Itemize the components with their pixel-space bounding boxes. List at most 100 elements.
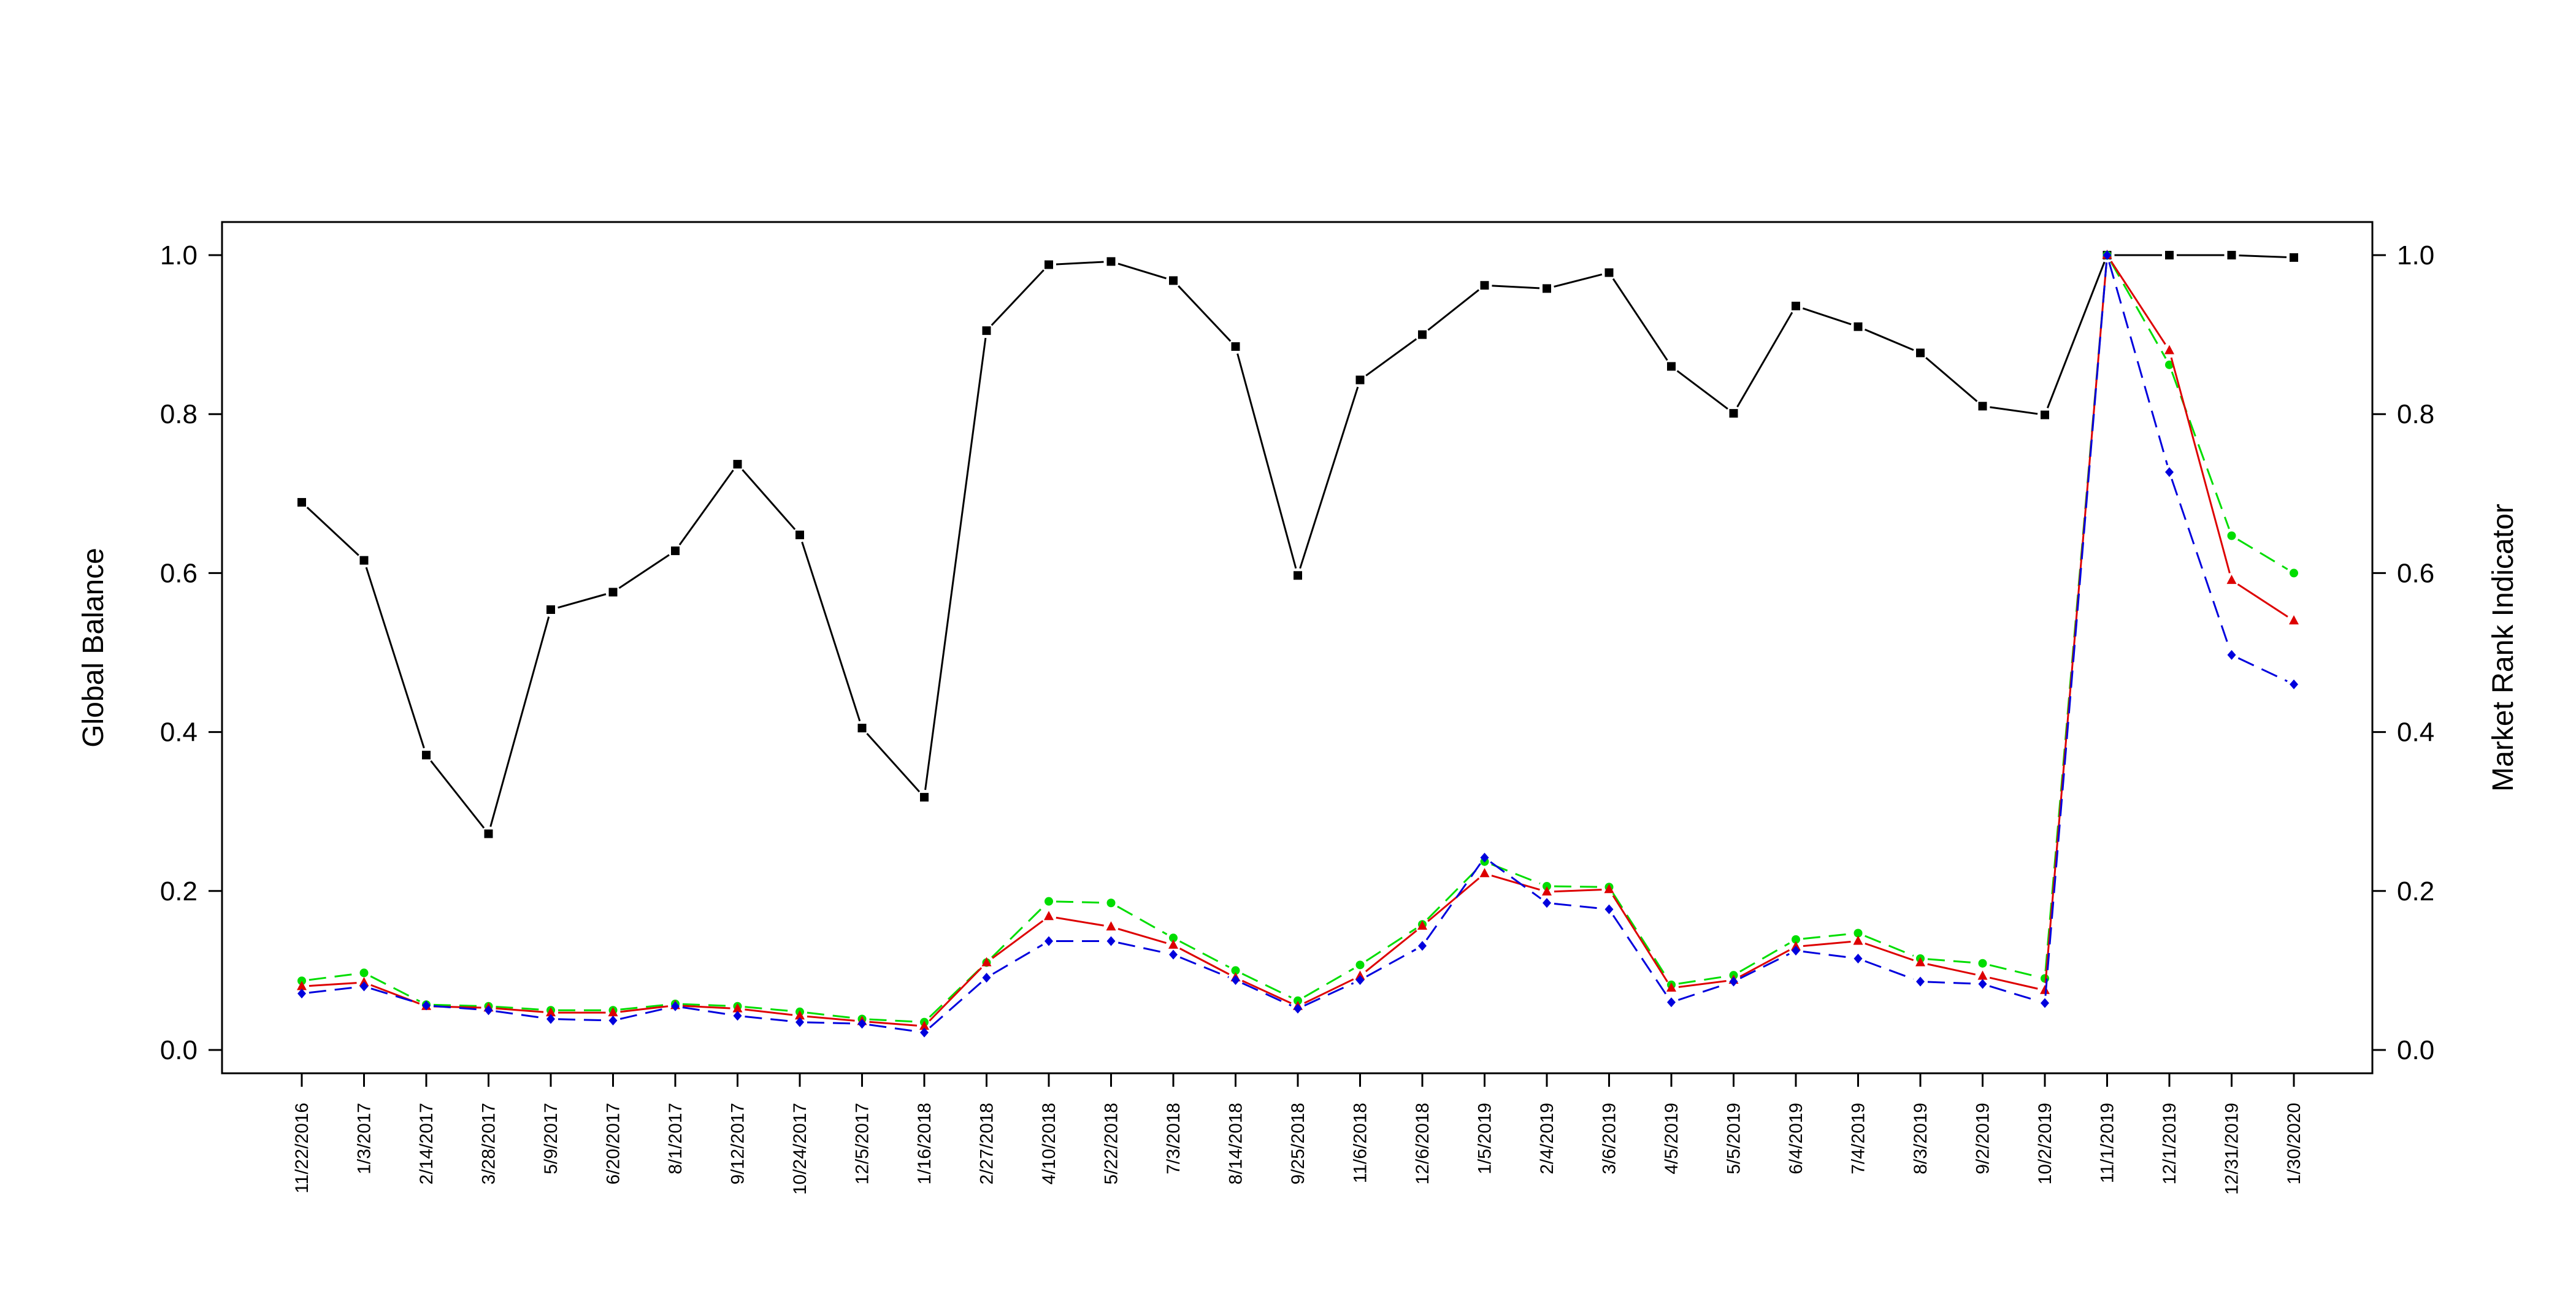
x-tick-label: 12/31/2019 <box>2222 1103 2242 1195</box>
series-0-point <box>2165 251 2174 259</box>
x-tick-label: 12/5/2017 <box>853 1103 873 1184</box>
series-3-point <box>1106 936 1116 946</box>
left-y-tick-label: 0.6 <box>160 558 197 588</box>
series-2-point <box>732 1003 743 1013</box>
series-3-segment <box>619 1006 669 1020</box>
series-0-segment <box>1676 370 1728 410</box>
series-0-point <box>795 531 804 540</box>
series-2-segment <box>1241 979 1292 1005</box>
series-2-point <box>1168 939 1178 949</box>
series-3-segment <box>1304 982 1354 1006</box>
series-1-segment <box>1678 975 1727 985</box>
series-3-point <box>1916 976 1925 987</box>
series-1-segment <box>1303 968 1354 998</box>
left-y-axis: 0.0 0.2 0.4 0.6 0.8 1.0 <box>160 240 222 1065</box>
series-0-segment <box>1990 406 2038 415</box>
series-2-segment <box>992 920 1044 959</box>
series-1-segment <box>370 975 420 1003</box>
series-1-point <box>1169 933 1178 943</box>
series-2-segment <box>1927 963 1976 976</box>
series-0-point <box>1667 362 1676 371</box>
series-0-segment <box>991 269 1045 326</box>
x-tick-label: 3/28/2017 <box>479 1103 499 1184</box>
series-0-segment <box>2046 261 2106 408</box>
series-3-segment <box>433 1005 481 1011</box>
right-y-tick-label: 1.0 <box>2397 240 2434 270</box>
series-2-point <box>1666 982 1676 992</box>
series-3-segment <box>309 986 357 994</box>
series-3-point <box>422 1000 431 1011</box>
series-3-point <box>1045 936 1053 946</box>
series-0-segment <box>678 469 734 546</box>
series-0-segment <box>1178 285 1232 342</box>
series-3-segment <box>558 1018 606 1022</box>
right-axis-title: Market Rank Indicator <box>2487 504 2520 792</box>
series-2-point <box>1542 886 1552 896</box>
series-3-point <box>857 1019 867 1029</box>
x-tick-label: 2/14/2017 <box>416 1103 437 1184</box>
x-tick-label: 8/14/2018 <box>1226 1103 1246 1184</box>
series-2-point <box>1604 884 1614 894</box>
right-y-tick-label: 0.8 <box>2397 399 2434 429</box>
series-0-point <box>2227 251 2236 259</box>
series-0-point <box>1294 571 1302 580</box>
x-axis: 11/22/2016 1/3/2017 2/14/2017 3/28/2017 5/9/… <box>292 1073 2304 1195</box>
left-y-tick-label: 0.0 <box>160 1035 197 1065</box>
x-tick-label: 5/9/2017 <box>541 1103 561 1174</box>
series-3-point <box>546 1014 555 1024</box>
x-tick-label: 10/2/2019 <box>2035 1103 2055 1184</box>
series-2-segment <box>1179 948 1230 975</box>
series-3-segment <box>807 1021 855 1025</box>
series-0-segment <box>1056 261 1104 266</box>
series-2-segment <box>1304 978 1354 1004</box>
series-3-point <box>1792 946 1800 956</box>
x-tick-label: 1/30/2020 <box>2284 1103 2304 1184</box>
series-2-segment <box>682 1005 730 1009</box>
series-0-point <box>422 751 431 760</box>
series-1-segment <box>1179 940 1230 968</box>
series-0-segment <box>924 337 987 791</box>
x-tick-label: 5/5/2019 <box>1724 1103 1744 1174</box>
series-0-point <box>2290 253 2298 262</box>
series-1-point <box>2290 569 2298 578</box>
series-3-point <box>2290 679 2298 689</box>
series-0-point <box>920 792 929 802</box>
series-1-segment <box>869 1018 918 1023</box>
series-3-point <box>1667 997 1676 1008</box>
x-tick-label: 11/1/2019 <box>2098 1103 2118 1183</box>
series-0-point <box>1480 281 1489 290</box>
series-1-point <box>297 976 306 986</box>
series-3-point <box>795 1017 804 1027</box>
series-1-point <box>1355 960 1365 970</box>
series-3-segment <box>1612 914 1668 997</box>
series-2-point <box>1106 921 1116 931</box>
series-0-segment <box>365 567 425 749</box>
series-1-segment <box>309 973 357 981</box>
series-3-segment <box>869 1024 918 1033</box>
series-0-segment <box>1299 386 1359 569</box>
series-0-segment <box>1925 357 1978 402</box>
series-3-point <box>1978 979 1987 989</box>
series-3-point <box>484 1005 493 1016</box>
x-tick-label: 6/4/2019 <box>1786 1103 1806 1174</box>
x-tick-label: 1/5/2019 <box>1475 1103 1495 1174</box>
series-0-segment <box>1736 312 1793 408</box>
series-2-segment <box>807 1015 855 1022</box>
x-tick-label: 1/16/2018 <box>914 1103 935 1184</box>
series-3-point <box>1853 953 1863 963</box>
series-3-point <box>2041 998 2049 1008</box>
series-2-segment <box>1865 942 1914 961</box>
right-y-axis: 0.0 0.2 0.4 0.6 0.8 1.0 <box>2372 240 2434 1065</box>
series-2-point <box>1417 920 1427 930</box>
series-2-segment <box>1612 895 1668 983</box>
series-2-point <box>2226 575 2237 584</box>
series-3-segment <box>1554 902 1602 910</box>
series-2-segment <box>1365 930 1417 973</box>
series-2-segment <box>1678 979 1727 988</box>
series-0-segment <box>1612 278 1668 361</box>
series-0-point <box>1045 260 1053 269</box>
series-3-point <box>982 973 991 983</box>
x-tick-label: 4/10/2018 <box>1039 1103 1059 1184</box>
series-2-point <box>2040 984 2050 994</box>
series-1-segment <box>1241 973 1292 998</box>
